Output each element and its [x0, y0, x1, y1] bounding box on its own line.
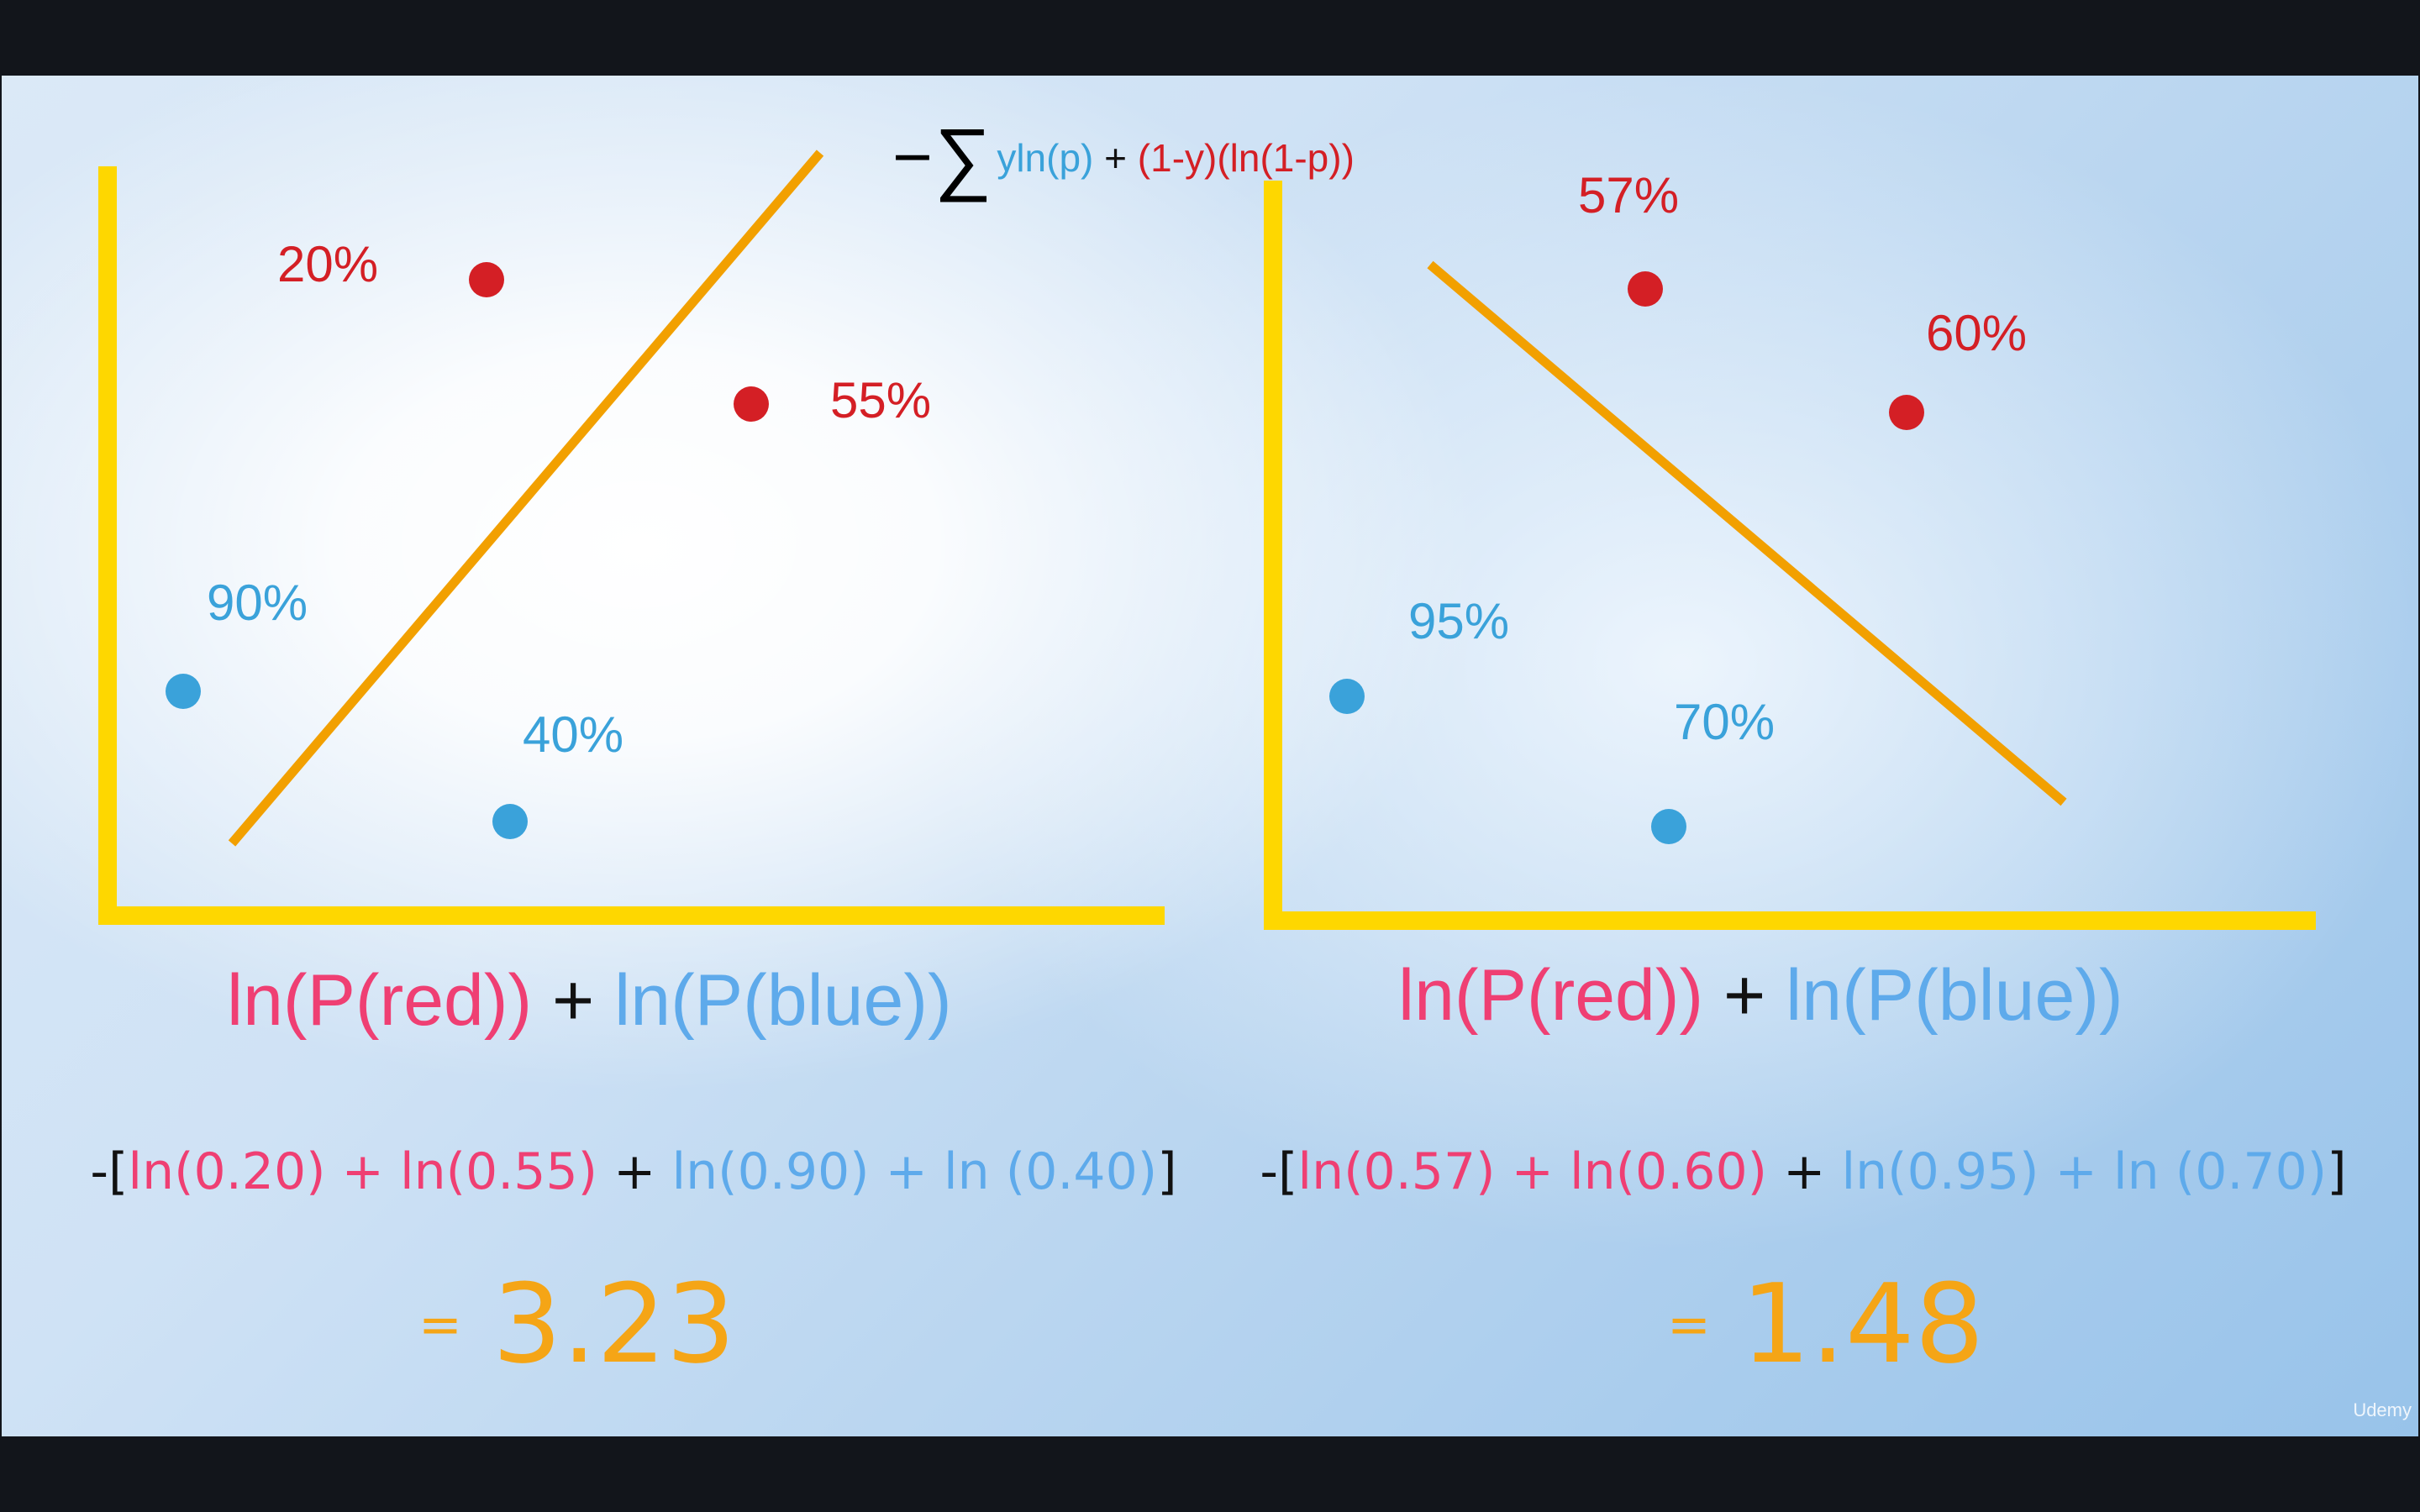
left-calc-plus: + — [597, 1142, 672, 1201]
right-result-value: 1.48 — [1740, 1260, 1985, 1388]
right-label-blue-1: 95% — [1408, 593, 1510, 649]
left-result-value: 3.23 — [492, 1260, 736, 1388]
sigma-symbol: ∑ — [934, 113, 992, 202]
left-blue-point-2 — [492, 804, 528, 839]
left-label-blue-2: 40% — [523, 706, 624, 763]
formula-term-blue: yln(p) — [997, 136, 1094, 180]
right-calc-close: ] — [2327, 1142, 2347, 1201]
right-label-red-1: 57% — [1578, 167, 1680, 223]
right-calc-plus: + — [1767, 1142, 1842, 1201]
right-ln-red: ln(P(red)) — [1398, 955, 1704, 1036]
right-ln-blue: ln(P(blue)) — [1786, 955, 2123, 1036]
right-calc-red: ln(0.57) + ln(0.60) — [1297, 1142, 1768, 1201]
formula-term-red: (1-y)(ln(1-p)) — [1137, 136, 1355, 180]
left-calculation: -[ln(0.20) + ln(0.55) + ln(0.90) + ln (0… — [87, 1136, 1180, 1208]
left-label-blue-1: 90% — [207, 575, 308, 631]
right-red-point-2 — [1889, 395, 1924, 430]
right-label-blue-2: 70% — [1674, 694, 1776, 750]
left-ln-red: ln(P(red)) — [227, 960, 533, 1041]
left-calc-close: ] — [1157, 1142, 1177, 1201]
right-ln-sum: ln(P(red)) + ln(P(blue)) — [1398, 954, 2123, 1037]
left-red-point-2 — [734, 386, 769, 422]
udemy-logo: Udemy — [2353, 1399, 2412, 1420]
left-result: = 3.23 — [418, 1260, 735, 1388]
slide: − ∑ yln(p) + (1-y)(ln(1-p)) 20% 55% 90% … — [2, 76, 2418, 1436]
right-blue-point-1 — [1329, 679, 1365, 714]
right-boundary-line — [1427, 260, 2067, 806]
right-blue-point-2 — [1651, 809, 1686, 844]
right-label-red-2: 60% — [1926, 305, 2028, 361]
right-result: = 1.48 — [1667, 1260, 1984, 1388]
right-ln-plus: + — [1703, 955, 1786, 1036]
formula-minus: − — [892, 119, 933, 196]
right-result-equals: = — [1667, 1293, 1711, 1355]
left-label-red-2: 55% — [830, 372, 932, 428]
left-label-red-1: 20% — [277, 236, 379, 292]
formula-plus: + — [1093, 136, 1138, 180]
left-result-equals: = — [418, 1293, 462, 1355]
right-calc-open: -[ — [1260, 1142, 1298, 1201]
left-calc-red: ln(0.20) + ln(0.55) — [128, 1142, 598, 1201]
right-red-point-1 — [1628, 271, 1663, 307]
left-ln-plus: + — [532, 960, 615, 1041]
left-boundary-line — [228, 150, 824, 847]
right-calculation: -[ln(0.57) + ln(0.60) + ln(0.95) + ln (0… — [1257, 1136, 2349, 1208]
left-ln-blue: ln(P(blue)) — [614, 960, 952, 1041]
left-ln-sum: ln(P(red)) + ln(P(blue)) — [227, 959, 952, 1042]
left-calc-blue: ln(0.90) + ln (0.40) — [671, 1142, 1158, 1201]
right-calc-blue: ln(0.95) + ln (0.70) — [1841, 1142, 2328, 1201]
cross-entropy-formula: − ∑ yln(p) + (1-y)(ln(1-p)) — [892, 118, 1355, 198]
left-blue-point-1 — [166, 674, 201, 709]
diagram-canvas — [98, 150, 2316, 930]
left-red-point-1 — [469, 262, 504, 297]
left-calc-open: -[ — [90, 1142, 129, 1201]
